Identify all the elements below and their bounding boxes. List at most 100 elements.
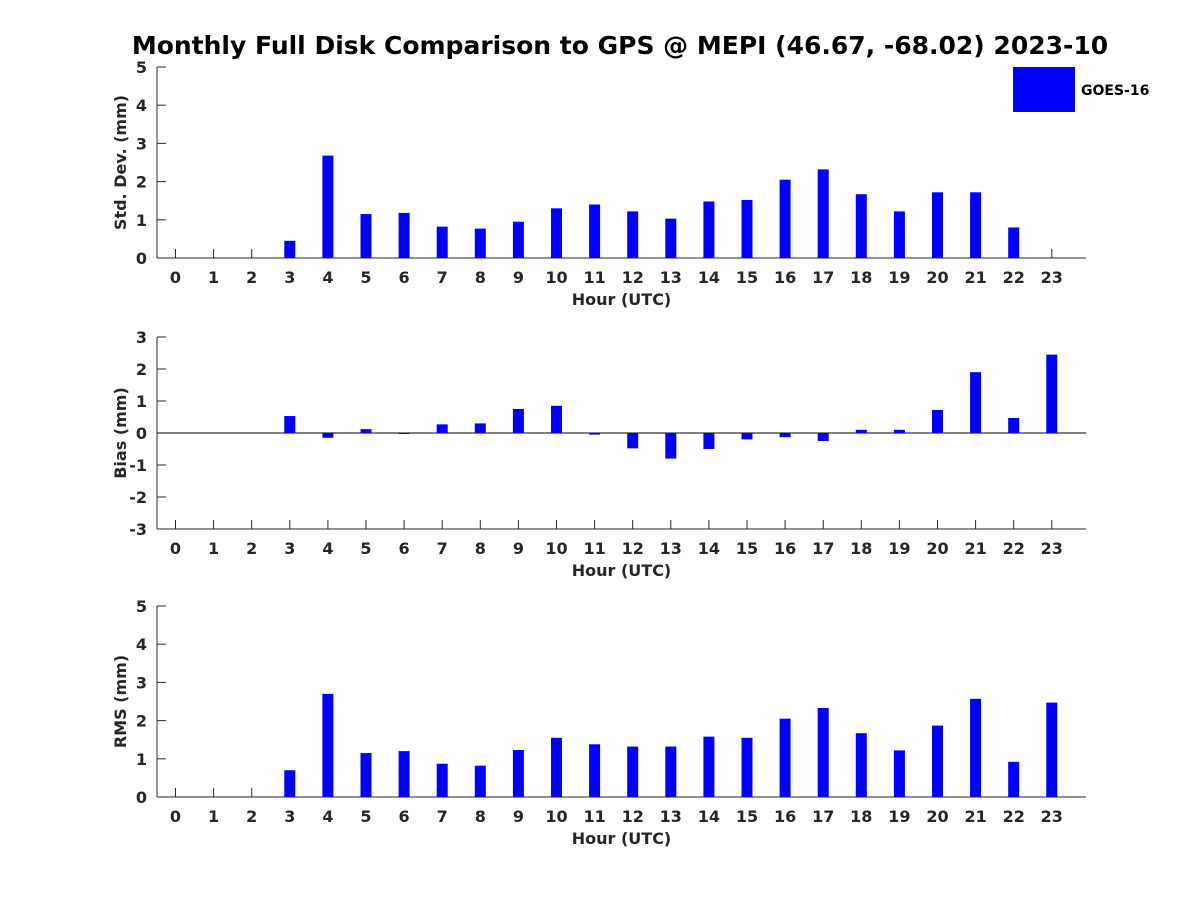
bar-hour-11 xyxy=(589,744,601,797)
x-tick-label: 12 xyxy=(622,807,644,826)
bar-hour-8 xyxy=(474,423,486,433)
x-tick-label: 2 xyxy=(246,539,257,558)
bar-hour-9 xyxy=(512,221,524,258)
bar-hour-8 xyxy=(474,228,486,258)
bar-hour-7 xyxy=(436,763,448,797)
bar-hour-20 xyxy=(932,192,943,258)
x-tick-label: 18 xyxy=(850,539,872,558)
bar-hour-12 xyxy=(627,433,639,449)
x-tick-label: 0 xyxy=(170,268,181,287)
bar-hour-9 xyxy=(512,409,524,433)
bar-hour-22 xyxy=(1008,417,1020,433)
bar-hour-8 xyxy=(474,765,486,797)
bar-hour-6 xyxy=(398,212,410,258)
x-tick-label: 5 xyxy=(360,807,371,826)
x-tick-label: 1 xyxy=(208,268,219,287)
bar-hour-19 xyxy=(893,211,905,258)
bar-hour-22 xyxy=(1008,227,1020,258)
x-tick-label: 17 xyxy=(812,539,834,558)
x-tick-label: 12 xyxy=(622,539,644,558)
bar-hour-19 xyxy=(893,429,905,433)
x-tick-label: 4 xyxy=(322,807,333,826)
y-axis-label: RMS (mm) xyxy=(111,655,130,748)
bar-hour-18 xyxy=(855,733,867,797)
x-tick-label: 14 xyxy=(698,807,720,826)
x-tick-label: 3 xyxy=(284,539,295,558)
bar-hour-23 xyxy=(1046,354,1058,433)
bar-hour-20 xyxy=(932,409,943,433)
x-tick-label: 1 xyxy=(208,807,219,826)
y-tick-label: -3 xyxy=(129,520,147,539)
bar-hour-5 xyxy=(360,214,372,258)
y-tick-label: 0 xyxy=(136,249,147,268)
x-tick-label: 10 xyxy=(545,268,567,287)
y-tick-label: 1 xyxy=(136,750,147,769)
y-axis-label: Bias (mm) xyxy=(111,387,130,479)
bar-hour-7 xyxy=(436,424,448,433)
x-tick-label: 13 xyxy=(660,268,682,287)
x-tick-label: 23 xyxy=(1041,539,1063,558)
x-tick-label: 14 xyxy=(698,268,720,287)
bar-hour-21 xyxy=(970,372,982,433)
legend-swatch-goes-16 xyxy=(1013,67,1075,112)
y-tick-label: 3 xyxy=(136,673,147,692)
bar-hour-10 xyxy=(551,737,562,797)
x-tick-label: 1 xyxy=(208,539,219,558)
bar-hour-5 xyxy=(360,753,372,797)
bar-hour-15 xyxy=(741,737,753,797)
x-tick-label: 17 xyxy=(812,807,834,826)
x-tick-label: 10 xyxy=(545,539,567,558)
x-tick-label: 0 xyxy=(170,807,181,826)
bar-hour-13 xyxy=(665,746,677,797)
x-tick-label: 8 xyxy=(475,807,486,826)
y-tick-label: 1 xyxy=(136,392,147,411)
bar-hour-22 xyxy=(1008,761,1020,797)
bar-hour-21 xyxy=(970,192,982,258)
x-tick-label: 19 xyxy=(888,539,910,558)
x-tick-label: 16 xyxy=(774,539,796,558)
bar-hour-4 xyxy=(322,693,334,797)
x-tick-label: 15 xyxy=(736,539,758,558)
y-tick-label: 5 xyxy=(136,58,147,77)
x-tick-label: 3 xyxy=(284,807,295,826)
y-tick-label: -2 xyxy=(129,488,147,507)
bar-hour-5 xyxy=(360,429,372,433)
y-tick-label: 3 xyxy=(136,134,147,153)
x-tick-label: 6 xyxy=(399,268,410,287)
bar-hour-3 xyxy=(284,416,296,433)
bar-hour-16 xyxy=(779,179,791,258)
x-tick-label: 21 xyxy=(964,268,986,287)
bar-hour-12 xyxy=(627,746,639,797)
x-tick-label: 13 xyxy=(660,539,682,558)
x-tick-label: 18 xyxy=(850,807,872,826)
bar-hour-3 xyxy=(284,770,296,797)
y-tick-label: 0 xyxy=(136,424,147,443)
x-tick-label: 13 xyxy=(660,807,682,826)
bar-hour-15 xyxy=(741,199,753,258)
bar-hour-13 xyxy=(665,218,677,258)
x-tick-label: 15 xyxy=(736,268,758,287)
x-tick-label: 9 xyxy=(513,539,524,558)
x-tick-label: 5 xyxy=(360,539,371,558)
bar-hour-3 xyxy=(284,240,296,258)
bar-hour-17 xyxy=(817,433,829,441)
x-tick-label: 2 xyxy=(246,268,257,287)
x-tick-label: 0 xyxy=(170,539,181,558)
x-axis-label: Hour (UTC) xyxy=(572,829,672,848)
x-tick-label: 18 xyxy=(850,268,872,287)
y-tick-label: 4 xyxy=(136,635,147,654)
bar-hour-17 xyxy=(817,169,829,258)
bar-hour-17 xyxy=(817,707,829,797)
x-tick-label: 16 xyxy=(774,807,796,826)
x-tick-label: 20 xyxy=(926,268,948,287)
x-tick-label: 3 xyxy=(284,268,295,287)
x-tick-label: 6 xyxy=(399,807,410,826)
x-tick-label: 21 xyxy=(964,539,986,558)
y-tick-label: 4 xyxy=(136,96,147,115)
x-tick-label: 4 xyxy=(322,268,333,287)
bar-hour-14 xyxy=(703,736,715,797)
x-tick-label: 22 xyxy=(1003,268,1025,287)
